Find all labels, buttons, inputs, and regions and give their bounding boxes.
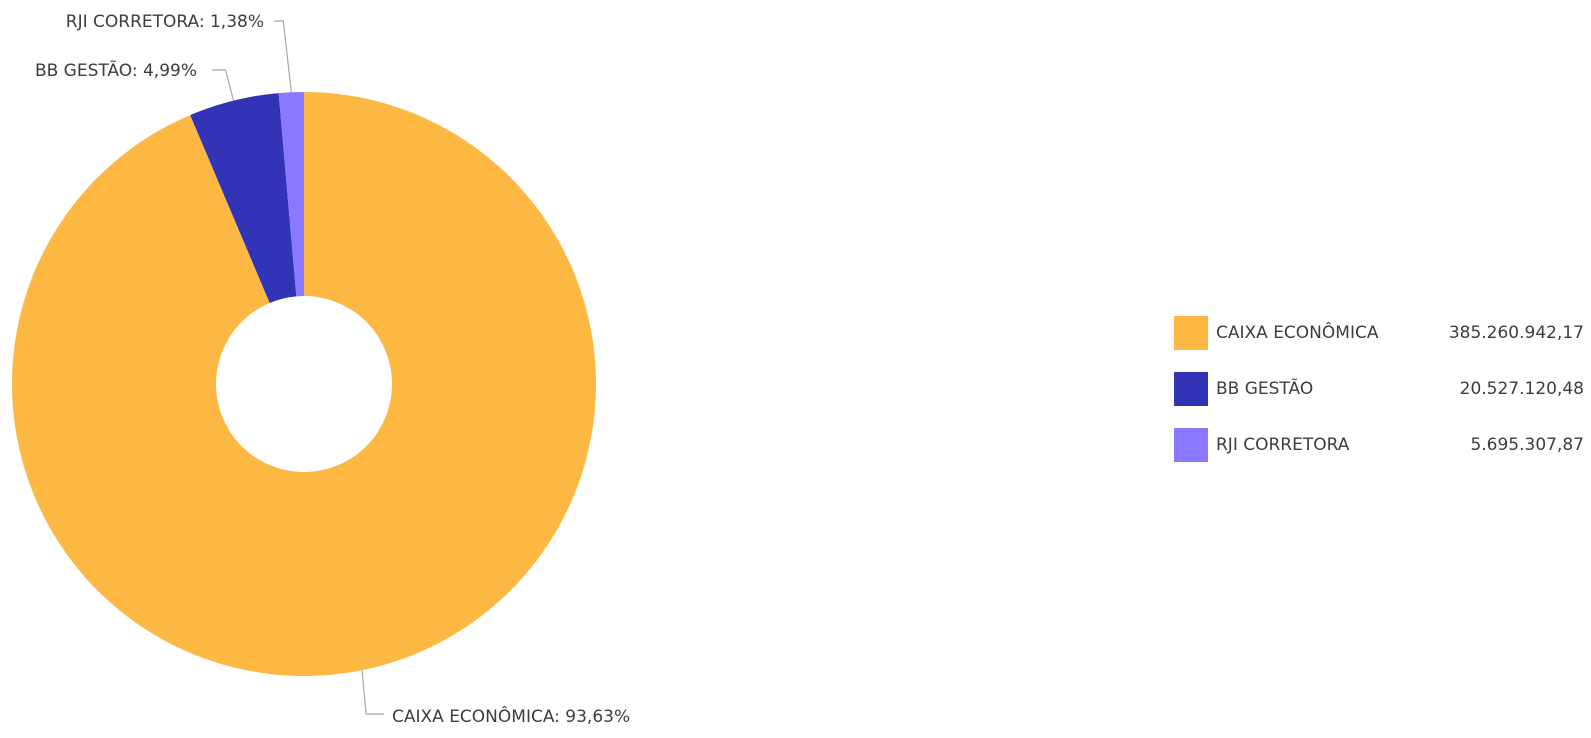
legend-value-caixa: 385.260.942,17 xyxy=(1448,323,1584,343)
legend-label-caixa: CAIXA ECONÔMICA xyxy=(1216,323,1379,343)
legend-item-rji[interactable]: RJI CORRETORA 5.695.307,87 xyxy=(1174,428,1584,462)
legend-swatch-caixa xyxy=(1174,316,1208,350)
legend-item-caixa[interactable]: CAIXA ECONÔMICA 385.260.942,17 xyxy=(1174,316,1584,350)
data-label-rji: RJI CORRETORA: 1,38% xyxy=(66,12,264,32)
legend-item-bb[interactable]: BB GESTÃO 20.527.120,48 xyxy=(1174,372,1584,406)
slice-bb[interactable] xyxy=(190,93,297,303)
legend: CAIXA ECONÔMICA 385.260.942,17 BB GESTÃO… xyxy=(1174,316,1584,484)
legend-swatch-rji xyxy=(1174,428,1208,462)
legend-label-rji: RJI CORRETORA xyxy=(1216,435,1350,455)
data-label-caixa: CAIXA ECONÔMICA: 93,63% xyxy=(392,705,630,727)
leader-line-caixa xyxy=(361,670,384,715)
legend-value-bb: 20.527.120,48 xyxy=(1459,379,1584,399)
leader-line-rji xyxy=(274,20,292,93)
data-label-bb: BB GESTÃO: 4,99% xyxy=(35,59,197,81)
leader-line-bb xyxy=(212,69,235,101)
legend-label-bb: BB GESTÃO xyxy=(1216,379,1314,399)
slice-caixa[interactable] xyxy=(11,92,597,676)
slice-rji[interactable] xyxy=(278,92,304,297)
legend-value-rji: 5.695.307,87 xyxy=(1470,435,1584,455)
legend-swatch-bb xyxy=(1174,372,1208,406)
